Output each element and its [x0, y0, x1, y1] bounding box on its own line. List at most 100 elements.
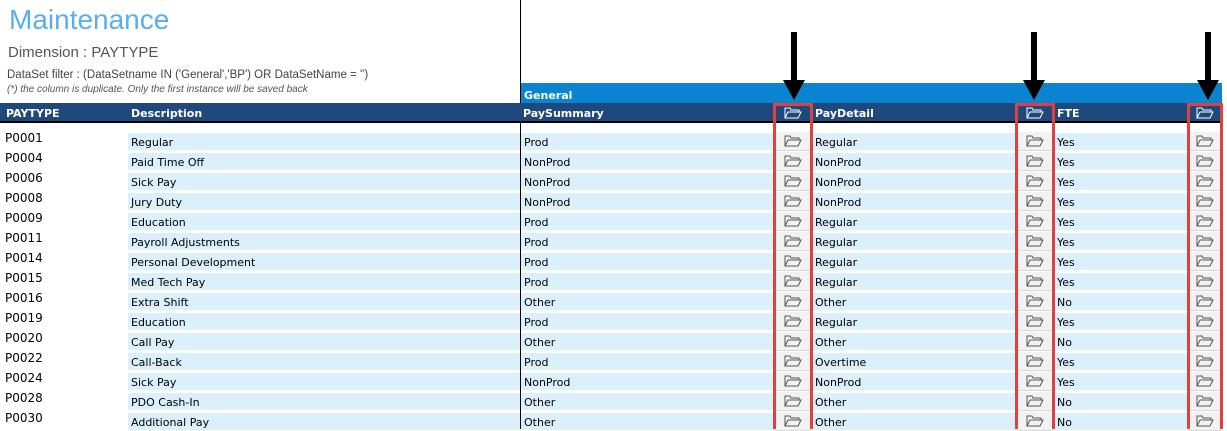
paysummary-cell[interactable]: Other — [521, 333, 775, 350]
description-cell[interactable]: Sick Pay — [128, 373, 520, 390]
folder-open-icon[interactable] — [775, 352, 811, 371]
folder-open-icon[interactable] — [1017, 372, 1053, 391]
paytype-cell[interactable]: P0024 — [5, 371, 43, 385]
folder-open-icon[interactable] — [1017, 132, 1053, 151]
folder-open-icon[interactable] — [1188, 272, 1222, 291]
paytype-cell[interactable]: P0019 — [5, 311, 43, 325]
folder-open-icon[interactable] — [775, 392, 811, 411]
fte-cell[interactable]: No — [1054, 333, 1188, 350]
fte-cell[interactable]: Yes — [1054, 133, 1188, 150]
fte-cell[interactable]: Yes — [1054, 273, 1188, 290]
paysummary-cell[interactable]: Prod — [521, 353, 775, 370]
paydetail-cell[interactable]: Other — [812, 413, 1017, 430]
paytype-cell[interactable]: P0016 — [5, 291, 43, 305]
description-cell[interactable]: Additional Pay — [128, 413, 520, 430]
paytype-cell[interactable]: P0028 — [5, 391, 43, 405]
folder-open-icon[interactable] — [775, 232, 811, 251]
folder-open-icon[interactable] — [775, 172, 811, 191]
folder-open-icon[interactable] — [775, 272, 811, 291]
paydetail-cell[interactable]: Regular — [812, 233, 1017, 250]
folder-open-icon[interactable] — [1017, 292, 1053, 311]
folder-open-icon[interactable] — [775, 372, 811, 391]
description-cell[interactable]: Jury Duty — [128, 193, 520, 210]
paysummary-cell[interactable]: Prod — [521, 253, 775, 270]
col-paysummary[interactable]: PaySummary — [523, 107, 604, 120]
paysummary-cell[interactable]: NonProd — [521, 373, 775, 390]
col-paytype[interactable]: PAYTYPE — [6, 107, 60, 120]
col-description[interactable]: Description — [131, 107, 203, 120]
description-cell[interactable]: PDO Cash-In — [128, 393, 520, 410]
folder-open-icon[interactable] — [775, 332, 811, 351]
folder-open-icon[interactable] — [1017, 272, 1053, 291]
folder-open-icon[interactable] — [775, 312, 811, 331]
paydetail-cell[interactable]: Other — [812, 393, 1017, 410]
paytype-cell[interactable]: P0020 — [5, 331, 43, 345]
fte-cell[interactable]: Yes — [1054, 313, 1188, 330]
paytype-cell[interactable]: P0001 — [5, 131, 43, 145]
folder-open-icon[interactable] — [1017, 352, 1053, 371]
description-cell[interactable]: Payroll Adjustments — [128, 233, 520, 250]
paysummary-cell[interactable]: Prod — [521, 213, 775, 230]
paydetail-cell[interactable]: Regular — [812, 313, 1017, 330]
fte-cell[interactable]: Yes — [1054, 253, 1188, 270]
paysummary-cell[interactable]: Prod — [521, 233, 775, 250]
description-cell[interactable]: Education — [128, 313, 520, 330]
paytype-cell[interactable]: P0030 — [5, 411, 43, 425]
folder-open-icon[interactable] — [1017, 392, 1053, 411]
description-cell[interactable]: Med Tech Pay — [128, 273, 520, 290]
paytype-cell[interactable]: P0006 — [5, 171, 43, 185]
folder-open-icon[interactable] — [1188, 392, 1222, 411]
folder-open-icon[interactable] — [1188, 232, 1222, 251]
folder-open-icon[interactable] — [775, 292, 811, 311]
paydetail-cell[interactable]: NonProd — [812, 193, 1017, 210]
paydetail-cell[interactable]: NonProd — [812, 173, 1017, 190]
description-cell[interactable]: Personal Development — [128, 253, 520, 270]
folder-open-icon[interactable] — [1017, 152, 1053, 171]
fte-cell[interactable]: Yes — [1054, 353, 1188, 370]
folder-open-icon[interactable] — [775, 212, 811, 231]
paytype-cell[interactable]: P0015 — [5, 271, 43, 285]
paytype-cell[interactable]: P0011 — [5, 231, 43, 245]
paysummary-cell[interactable]: NonProd — [521, 173, 775, 190]
folder-open-icon[interactable] — [775, 252, 811, 271]
fte-cell[interactable]: Yes — [1054, 153, 1188, 170]
description-cell[interactable]: Sick Pay — [128, 173, 520, 190]
folder-open-icon[interactable] — [1188, 212, 1222, 231]
fte-cell[interactable]: No — [1054, 393, 1188, 410]
description-cell[interactable]: Education — [128, 213, 520, 230]
description-cell[interactable]: Paid Time Off — [128, 153, 520, 170]
folder-open-icon[interactable] — [1188, 252, 1222, 271]
fte-cell[interactable]: Yes — [1054, 233, 1188, 250]
paysummary-cell[interactable]: Other — [521, 413, 775, 430]
paydetail-cell[interactable]: Other — [812, 333, 1017, 350]
paytype-cell[interactable]: P0022 — [5, 351, 43, 365]
fte-cell[interactable]: Yes — [1054, 173, 1188, 190]
col-paydetail[interactable]: PayDetail — [815, 107, 874, 120]
paydetail-cell[interactable]: Overtime — [812, 353, 1017, 370]
col-fte[interactable]: FTE — [1057, 107, 1080, 120]
folder-open-icon[interactable] — [1188, 192, 1222, 211]
folder-open-icon[interactable] — [1017, 332, 1053, 351]
paysummary-cell[interactable]: Other — [521, 293, 775, 310]
paytype-cell[interactable]: P0014 — [5, 251, 43, 265]
folder-open-icon[interactable] — [1017, 232, 1053, 251]
paytype-cell[interactable]: P0008 — [5, 191, 43, 205]
folder-open-icon[interactable] — [775, 103, 811, 123]
folder-open-icon[interactable] — [1188, 292, 1222, 311]
paysummary-cell[interactable]: Prod — [521, 313, 775, 330]
folder-open-icon[interactable] — [1188, 372, 1222, 391]
folder-open-icon[interactable] — [1188, 312, 1222, 331]
paytype-cell[interactable]: P0004 — [5, 151, 43, 165]
folder-open-icon[interactable] — [1017, 312, 1053, 331]
fte-cell[interactable]: Yes — [1054, 373, 1188, 390]
fte-cell[interactable]: No — [1054, 293, 1188, 310]
description-cell[interactable]: Extra Shift — [128, 293, 520, 310]
folder-open-icon[interactable] — [1017, 252, 1053, 271]
paydetail-cell[interactable]: NonProd — [812, 153, 1017, 170]
paydetail-cell[interactable]: Regular — [812, 133, 1017, 150]
paysummary-cell[interactable]: Other — [521, 393, 775, 410]
folder-open-icon[interactable] — [775, 132, 811, 151]
folder-open-icon[interactable] — [1017, 103, 1053, 123]
folder-open-icon[interactable] — [1017, 172, 1053, 191]
paysummary-cell[interactable]: Prod — [521, 133, 775, 150]
